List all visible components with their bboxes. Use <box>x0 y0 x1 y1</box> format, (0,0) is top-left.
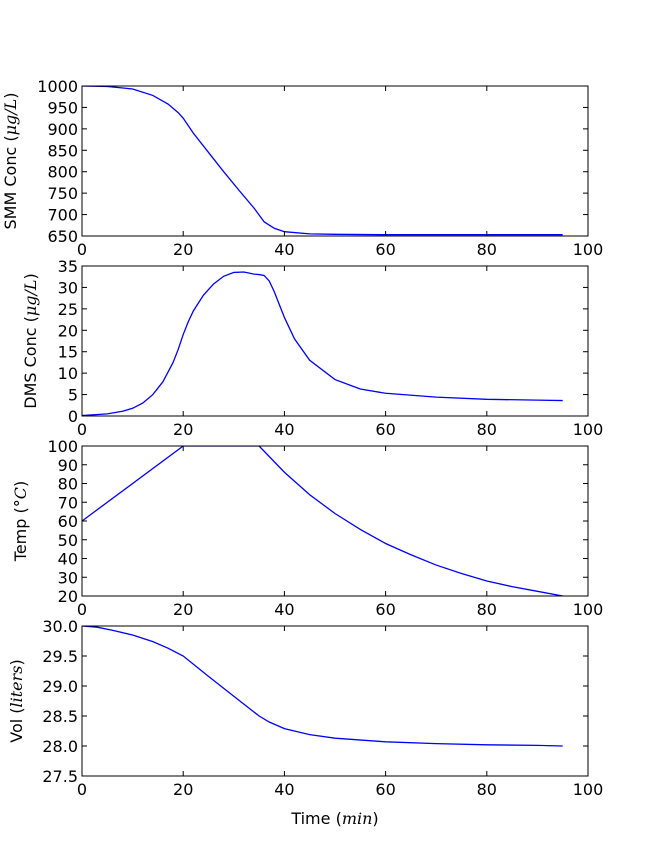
dms-conc-x-tick-label: 20 <box>173 420 193 439</box>
vol-y-tick-label: 29.0 <box>42 677 78 696</box>
dms-conc-x-tick-label: 40 <box>274 420 294 439</box>
vol-y-tick-label: 30.0 <box>42 617 78 636</box>
temp-series-line <box>82 446 563 596</box>
temp-y-tick-label: 30 <box>58 568 78 587</box>
smm-conc-x-tick-label: 0 <box>77 240 87 259</box>
vol-y-axis-label: Vol (liters) <box>7 659 26 743</box>
smm-conc-y-tick-label: 650 <box>47 227 78 246</box>
dms-conc-x-tick-label: 0 <box>77 420 87 439</box>
vol-x-tick-label: 80 <box>477 780 497 799</box>
dms-conc-y-tick-label: 0 <box>68 407 78 426</box>
dms-conc-y-tick-label: 25 <box>58 300 78 319</box>
dms-conc-y-axis-label: DMS Conc (μg/L) <box>21 273 40 409</box>
temp-x-tick-label: 100 <box>573 600 604 619</box>
smm-conc-y-tick-label: 900 <box>47 120 78 139</box>
temp-x-tick-label: 40 <box>274 600 294 619</box>
vol-series-line <box>82 626 563 747</box>
smm-conc-y-tick-label: 850 <box>47 141 78 160</box>
smm-conc-x-tick-label: 40 <box>274 240 294 259</box>
dms-conc-y-tick-label: 10 <box>58 364 78 383</box>
smm-conc-frame <box>81 85 589 237</box>
dms-conc-chart: 0 20 40 60 80 100 0 5 10 15 20 25 30 35 DMS Conc (μg/L… <box>21 257 603 439</box>
smm-conc-x-tick-label: 60 <box>375 240 395 259</box>
vol-y-tick-label: 27.5 <box>42 767 78 786</box>
vol-x-axis-label: Time (min) <box>290 809 378 828</box>
smm-conc-y-tick-label: 700 <box>47 206 78 225</box>
vol-x-tick-label: 100 <box>573 780 604 799</box>
smm-conc-y-tick-label: 800 <box>47 163 78 182</box>
dms-conc-y-tick-label: 5 <box>68 386 78 405</box>
vol-y-tick-label: 28.0 <box>42 737 78 756</box>
smm-conc-x-tick-label: 100 <box>573 240 604 259</box>
temp-y-axis-label: Temp (°C) <box>11 481 30 562</box>
temp-y-tick-label: 70 <box>58 493 78 512</box>
vol-y-tick-label: 29.5 <box>42 647 78 666</box>
dms-conc-frame <box>81 265 589 417</box>
temp-y-tick-label: 40 <box>58 550 78 569</box>
vol-x-tick-label: 0 <box>77 780 87 799</box>
smm-conc-x-tick-label: 80 <box>477 240 497 259</box>
dms-conc-y-tick-label: 30 <box>58 278 78 297</box>
temp-frame <box>81 445 589 597</box>
temp-y-tick-label: 80 <box>58 475 78 494</box>
temp-y-tick-label: 20 <box>58 587 78 606</box>
temp-y-tick-label: 50 <box>58 531 78 550</box>
vol-x-tick-label: 60 <box>375 780 395 799</box>
temp-x-tick-label: 20 <box>173 600 193 619</box>
vol-y-tick-label: 28.5 <box>42 707 78 726</box>
smm-conc-y-tick-label: 950 <box>47 98 78 117</box>
smm-conc-chart: 0 20 40 60 80 100 650 700 750 800 850 900 950 1000 SMM… <box>1 77 603 259</box>
smm-conc-y-axis-label: SMM Conc (μg/L) <box>1 93 20 230</box>
vol-frame <box>81 625 589 777</box>
dms-conc-x-tick-label: 80 <box>477 420 497 439</box>
temp-y-tick-label: 60 <box>58 512 78 531</box>
smm-conc-y-tick-label: 1000 <box>37 77 78 96</box>
vol-x-tick-label: 20 <box>173 780 193 799</box>
dms-conc-y-tick-label: 15 <box>58 343 78 362</box>
temp-x-tick-label: 0 <box>77 600 87 619</box>
smm-conc-x-tick-label: 20 <box>173 240 193 259</box>
temp-y-tick-label: 90 <box>58 456 78 475</box>
temp-y-tick-label: 100 <box>47 437 78 456</box>
temp-x-tick-label: 60 <box>375 600 395 619</box>
dms-conc-y-tick-label: 20 <box>58 321 78 340</box>
temp-x-tick-label: 80 <box>477 600 497 619</box>
smm-conc-series-line <box>82 86 563 236</box>
vol-chart: 0 20 40 60 80 100 27.5 28.0 28.5 29.0 29.5 30.0 Vol … <box>7 617 603 828</box>
dms-conc-series-line <box>82 271 563 416</box>
dms-conc-x-tick-label: 100 <box>573 420 604 439</box>
vol-x-tick-label: 40 <box>274 780 294 799</box>
dms-conc-x-tick-label: 60 <box>375 420 395 439</box>
smm-conc-y-tick-label: 750 <box>47 184 78 203</box>
dms-conc-y-tick-label: 35 <box>58 257 78 276</box>
